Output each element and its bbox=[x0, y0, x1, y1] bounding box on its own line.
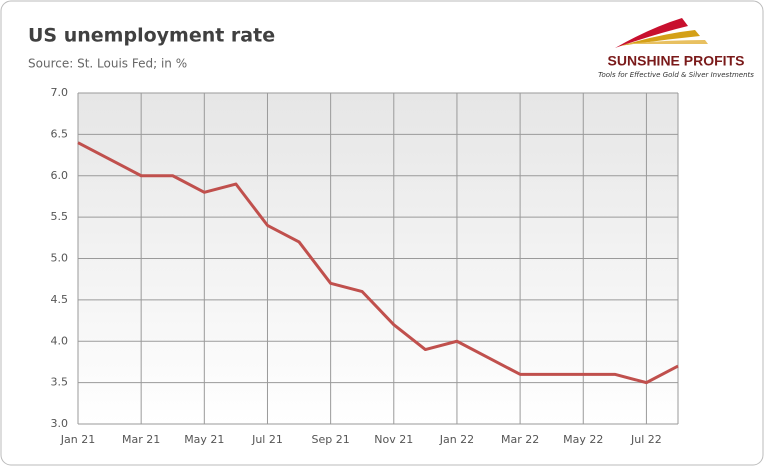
x-tick-label: May 21 bbox=[184, 433, 224, 446]
y-tick-label: 3.5 bbox=[51, 376, 69, 389]
logo-swoosh bbox=[625, 40, 708, 44]
x-tick-label: Sep 21 bbox=[312, 433, 350, 446]
chart-subtitle: Source: St. Louis Fed; in % bbox=[28, 57, 187, 71]
x-tick-label: May 22 bbox=[563, 433, 603, 446]
y-tick-label: 4.5 bbox=[51, 293, 69, 306]
logo-swoosh bbox=[615, 18, 688, 48]
logo-swoosh bbox=[620, 30, 700, 46]
y-tick-label: 6.0 bbox=[51, 169, 69, 182]
line bbox=[77, 141, 679, 385]
y-tick-label: 4.0 bbox=[51, 334, 69, 347]
x-tick-label: Jan 21 bbox=[60, 433, 95, 446]
x-tick-label: Mar 21 bbox=[122, 433, 160, 446]
x-tick-label: Jul 22 bbox=[630, 433, 662, 446]
y-tick-label: 5.0 bbox=[51, 252, 69, 265]
logo-name: SUNSHINE PROFITS bbox=[608, 53, 745, 69]
x-tick-label: Mar 22 bbox=[501, 433, 539, 446]
y-tick-label: 5.5 bbox=[51, 210, 69, 223]
x-tick-label: Jul 21 bbox=[251, 433, 283, 446]
y-tick-label: 6.5 bbox=[51, 127, 69, 140]
chart-title: US unemployment rate bbox=[28, 25, 275, 47]
x-tick-label: Jan 22 bbox=[439, 433, 474, 446]
logo: SUNSHINE PROFITS Tools for Effective Gol… bbox=[598, 18, 754, 79]
logo-tagline: Tools for Effective Gold & Silver Invest… bbox=[598, 71, 754, 79]
x-tick-label: Nov 21 bbox=[374, 433, 413, 446]
y-tick-label: 7.0 bbox=[51, 86, 69, 99]
y-tick-label: 3.0 bbox=[51, 417, 69, 430]
